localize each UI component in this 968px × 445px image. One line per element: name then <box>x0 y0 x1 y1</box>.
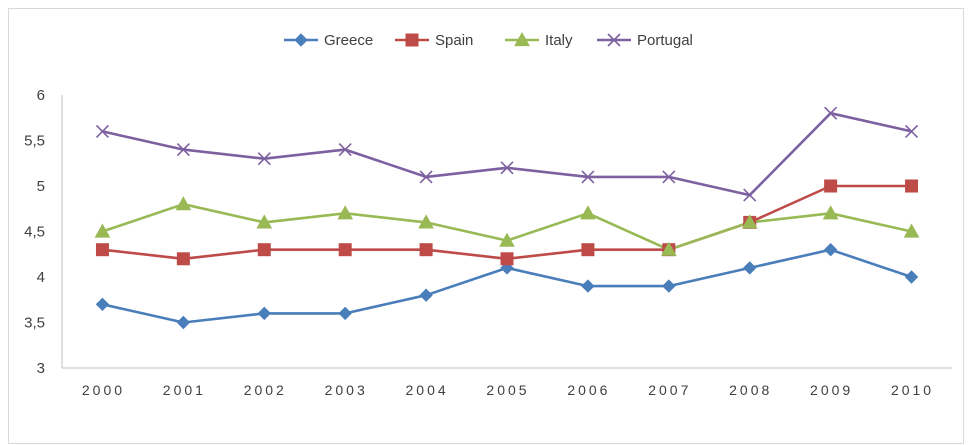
data-point-italy <box>499 232 515 247</box>
y-tick-labels: 3 3,5 4 4,5 5 5,5 6 <box>24 87 45 377</box>
legend-item-greece: Greece <box>284 32 373 49</box>
data-point-spain <box>581 243 595 257</box>
legend-label-portugal: Portugal <box>637 32 693 49</box>
data-point-portugal <box>662 170 676 184</box>
x-tick-label: 2000 <box>82 382 125 398</box>
x-tick-label: 2003 <box>325 382 368 398</box>
series-line-portugal <box>102 111 912 197</box>
data-point-greece <box>95 297 110 312</box>
legend-label-greece: Greece <box>324 32 373 49</box>
data-point-greece <box>581 279 595 293</box>
data-point-spain <box>824 179 838 193</box>
data-point-spain <box>176 252 190 266</box>
legend-marker-greece <box>294 33 308 47</box>
y-tick-label: 4,5 <box>24 224 45 241</box>
data-point-greece <box>419 288 433 302</box>
x-tick-label: 2010 <box>891 382 934 398</box>
data-point-spain <box>257 243 271 257</box>
data-point-greece <box>662 279 676 293</box>
data-point-italy <box>175 196 192 211</box>
x-tick-labels: 2000 2001 2002 2003 2004 2005 2006 2007 2008 2009… <box>82 382 934 398</box>
chart-frame <box>8 8 964 444</box>
y-tick-label: 5,5 <box>24 133 45 150</box>
legend-item-italy: Italy <box>505 31 573 49</box>
data-point-greece <box>338 306 352 321</box>
data-point-italy <box>337 205 354 220</box>
legend-item-spain: Spain <box>395 32 473 49</box>
x-tick-label: 2009 <box>810 382 853 398</box>
x-tick-label: 2006 <box>567 382 610 398</box>
data-point-italy <box>94 223 111 238</box>
y-tick-label: 3,5 <box>24 315 45 332</box>
data-point-italy <box>256 214 273 229</box>
data-point-greece <box>904 270 919 284</box>
data-point-portugal <box>419 170 433 184</box>
data-point-spain <box>338 243 352 257</box>
data-point-portugal <box>824 106 838 120</box>
legend-marker-italy <box>514 31 530 47</box>
y-tick-label: 5 <box>37 178 45 195</box>
series-markers <box>94 106 920 330</box>
x-tick-label: 2005 <box>486 382 529 398</box>
x-tick-label: 2004 <box>406 382 449 398</box>
legend-marker-spain <box>405 33 419 47</box>
data-point-italy <box>903 223 920 238</box>
data-point-italy <box>741 214 758 229</box>
legend-label-spain: Spain <box>435 32 473 49</box>
x-tick-label: 2007 <box>648 382 691 398</box>
data-point-portugal <box>176 143 190 157</box>
data-point-italy <box>580 205 596 220</box>
data-point-greece <box>743 261 757 275</box>
data-point-italy <box>660 241 677 256</box>
data-point-portugal <box>904 124 919 138</box>
x-tick-label: 2002 <box>244 382 287 398</box>
data-point-spain <box>905 179 919 193</box>
legend-marker-portugal <box>607 33 621 47</box>
data-point-greece <box>257 306 271 321</box>
legend: Greece Spain Italy Portugal <box>284 31 693 49</box>
series-lines <box>102 111 912 324</box>
x-tick-label: 2008 <box>729 382 772 398</box>
legend-label-italy: Italy <box>545 32 573 49</box>
legend-item-portugal: Portugal <box>597 32 693 49</box>
data-point-portugal <box>581 170 595 184</box>
data-point-greece <box>823 242 838 257</box>
data-point-portugal <box>257 152 271 166</box>
data-point-portugal <box>95 124 110 138</box>
data-point-spain <box>500 252 514 266</box>
y-tick-label: 4 <box>37 269 45 286</box>
data-point-spain <box>95 243 109 257</box>
data-point-portugal <box>743 188 757 202</box>
series-line-spain <box>102 184 912 261</box>
data-point-portugal <box>500 161 514 175</box>
x-tick-label: 2001 <box>163 382 206 398</box>
y-tick-label: 6 <box>37 87 45 104</box>
data-point-italy <box>822 205 839 220</box>
data-point-spain <box>419 243 433 257</box>
y-tick-label: 3 <box>37 360 45 377</box>
data-point-italy <box>418 214 434 229</box>
axes <box>61 95 952 369</box>
data-point-portugal <box>338 143 352 157</box>
data-point-greece <box>176 315 191 330</box>
